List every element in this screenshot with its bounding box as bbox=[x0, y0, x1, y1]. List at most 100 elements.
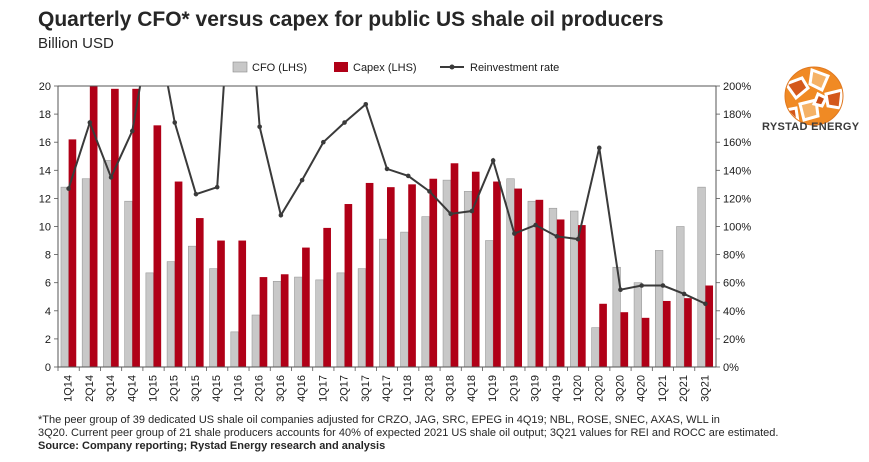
reinvestment-rate-point bbox=[151, 6, 156, 11]
reinvestment-rate-point bbox=[660, 283, 666, 288]
reinvestment-rate-point bbox=[87, 120, 93, 125]
capex-bar bbox=[365, 182, 374, 367]
capex-bar bbox=[387, 187, 395, 367]
capex-bar bbox=[68, 139, 77, 367]
reinvestment-rate-point bbox=[639, 283, 645, 288]
y-right-tick-label: 180% bbox=[723, 109, 751, 121]
reinvestment-rate-point bbox=[533, 222, 538, 228]
cfo-bar bbox=[697, 186, 706, 367]
x-tick-label: 4Q16 bbox=[296, 375, 308, 402]
reinvestment-rate-point bbox=[108, 175, 114, 180]
cfo-bar bbox=[124, 200, 133, 367]
cfo-bar bbox=[336, 272, 345, 367]
reinvestment-rate-point bbox=[172, 120, 178, 125]
x-tick-label: 4Q17 bbox=[381, 375, 393, 402]
bars-group bbox=[60, 86, 714, 367]
reinvestment-rate-point bbox=[596, 145, 602, 151]
y-left-tick-label: 8 bbox=[45, 250, 51, 262]
reinvestment-rate-point bbox=[342, 120, 347, 125]
legend-swatch-capex bbox=[334, 62, 348, 72]
capex-bar bbox=[556, 219, 565, 367]
x-tick-label: 2Q19 bbox=[508, 375, 520, 402]
cfo-bar bbox=[188, 245, 197, 367]
capex-bar bbox=[344, 204, 353, 367]
cfo-bar bbox=[145, 272, 154, 367]
x-tick-label: 4Q15 bbox=[211, 375, 223, 402]
y-left-tick-label: 16 bbox=[39, 137, 51, 149]
capex-bar bbox=[89, 86, 98, 367]
y-left-tick-label: 0 bbox=[45, 362, 51, 374]
cfo-bar bbox=[294, 276, 303, 367]
x-tick-label: 3Q21 bbox=[699, 375, 711, 402]
reinvestment-rate-point bbox=[363, 101, 369, 107]
capex-bar bbox=[578, 225, 586, 367]
reinvestment-rate-point bbox=[384, 166, 390, 172]
cfo-bar bbox=[315, 279, 324, 367]
capex-bar bbox=[514, 188, 522, 367]
reinvestment-rate-point bbox=[575, 236, 581, 242]
capex-bar bbox=[535, 199, 544, 367]
capex-bar bbox=[111, 88, 119, 367]
x-tick-label: 2Q18 bbox=[423, 375, 435, 402]
y-right-tick-label: 160% bbox=[723, 137, 751, 149]
x-tick-label: 2Q21 bbox=[678, 375, 690, 402]
x-tick-label: 1Q19 bbox=[487, 375, 499, 402]
cfo-bar bbox=[251, 314, 260, 367]
reinvestment-rate-point bbox=[257, 124, 262, 130]
reinvestment-rate-point bbox=[618, 287, 623, 293]
cfo-bar bbox=[166, 261, 176, 367]
reinvestment-rate-point bbox=[193, 191, 199, 197]
capex-bar bbox=[705, 285, 714, 367]
cfo-bar bbox=[357, 268, 367, 367]
capex-bar bbox=[238, 240, 247, 367]
cfo-bar bbox=[103, 160, 112, 367]
reinvestment-rate-point bbox=[554, 234, 560, 239]
reinvestment-rate-point bbox=[214, 184, 220, 190]
x-tick-label: 1Q20 bbox=[572, 375, 584, 402]
line-series-group bbox=[66, 6, 708, 307]
capex-bar bbox=[493, 181, 501, 367]
y-right-tick-label: 200% bbox=[723, 81, 751, 93]
legend: CFO (LHS) Capex (LHS) Reinvestment rate bbox=[232, 61, 559, 74]
rystad-globe-icon bbox=[784, 66, 844, 126]
cfo-bar bbox=[379, 238, 388, 367]
reinvestment-rate-point bbox=[299, 177, 305, 183]
legend-swatch-cfo bbox=[232, 61, 248, 73]
x-tick-label: 1Q21 bbox=[657, 375, 669, 402]
y-right-tick-label: 40% bbox=[723, 306, 745, 318]
reinvestment-rate-point bbox=[321, 139, 326, 145]
y-left-tick-label: 4 bbox=[45, 306, 51, 318]
x-tick-label: 1Q16 bbox=[232, 375, 244, 402]
y-right-tick-label: 80% bbox=[723, 250, 745, 262]
reinvestment-rate-point bbox=[278, 212, 284, 218]
reinvestment-rate-point bbox=[681, 291, 687, 297]
x-tick-label: 1Q17 bbox=[317, 375, 329, 402]
reinvestment-rate-point bbox=[405, 173, 411, 179]
capex-bar bbox=[259, 277, 268, 367]
cfo-bar bbox=[485, 240, 494, 367]
capex-bar bbox=[195, 218, 204, 367]
cfo-bar bbox=[272, 280, 282, 367]
capex-bar bbox=[450, 163, 459, 367]
legend-swatch-reinvestment-marker bbox=[449, 64, 455, 70]
capex-bar bbox=[599, 303, 607, 367]
reinvestment-rate-point bbox=[427, 189, 432, 194]
y-right-tick-label: 20% bbox=[723, 334, 745, 346]
x-tick-label: 2Q15 bbox=[169, 375, 181, 402]
chart-title: Quarterly CFO* versus capex for public U… bbox=[38, 8, 664, 31]
cfo-bar bbox=[633, 282, 643, 367]
capex-bar bbox=[217, 240, 225, 367]
y-right-tick-label: 0% bbox=[723, 362, 739, 374]
axes-group: 1Q14 2Q14 3Q14 4Q14 1Q15 2Q15 3Q15 4Q15 1Q16 2Q16… bbox=[39, 81, 752, 402]
y-right-tick-label: 60% bbox=[723, 278, 745, 290]
capex-bar bbox=[684, 298, 692, 367]
cfo-bar bbox=[230, 331, 239, 367]
x-tick-label: 3Q15 bbox=[190, 375, 202, 402]
legend-label-reinvestment: Reinvestment rate bbox=[470, 62, 559, 74]
cfo-bar bbox=[400, 231, 409, 367]
reinvestment-rate-point bbox=[512, 231, 517, 236]
x-tick-label: 2Q14 bbox=[84, 375, 96, 402]
legend-label-capex: Capex (LHS) bbox=[353, 62, 417, 74]
reinvestment-rate-point bbox=[448, 211, 453, 217]
